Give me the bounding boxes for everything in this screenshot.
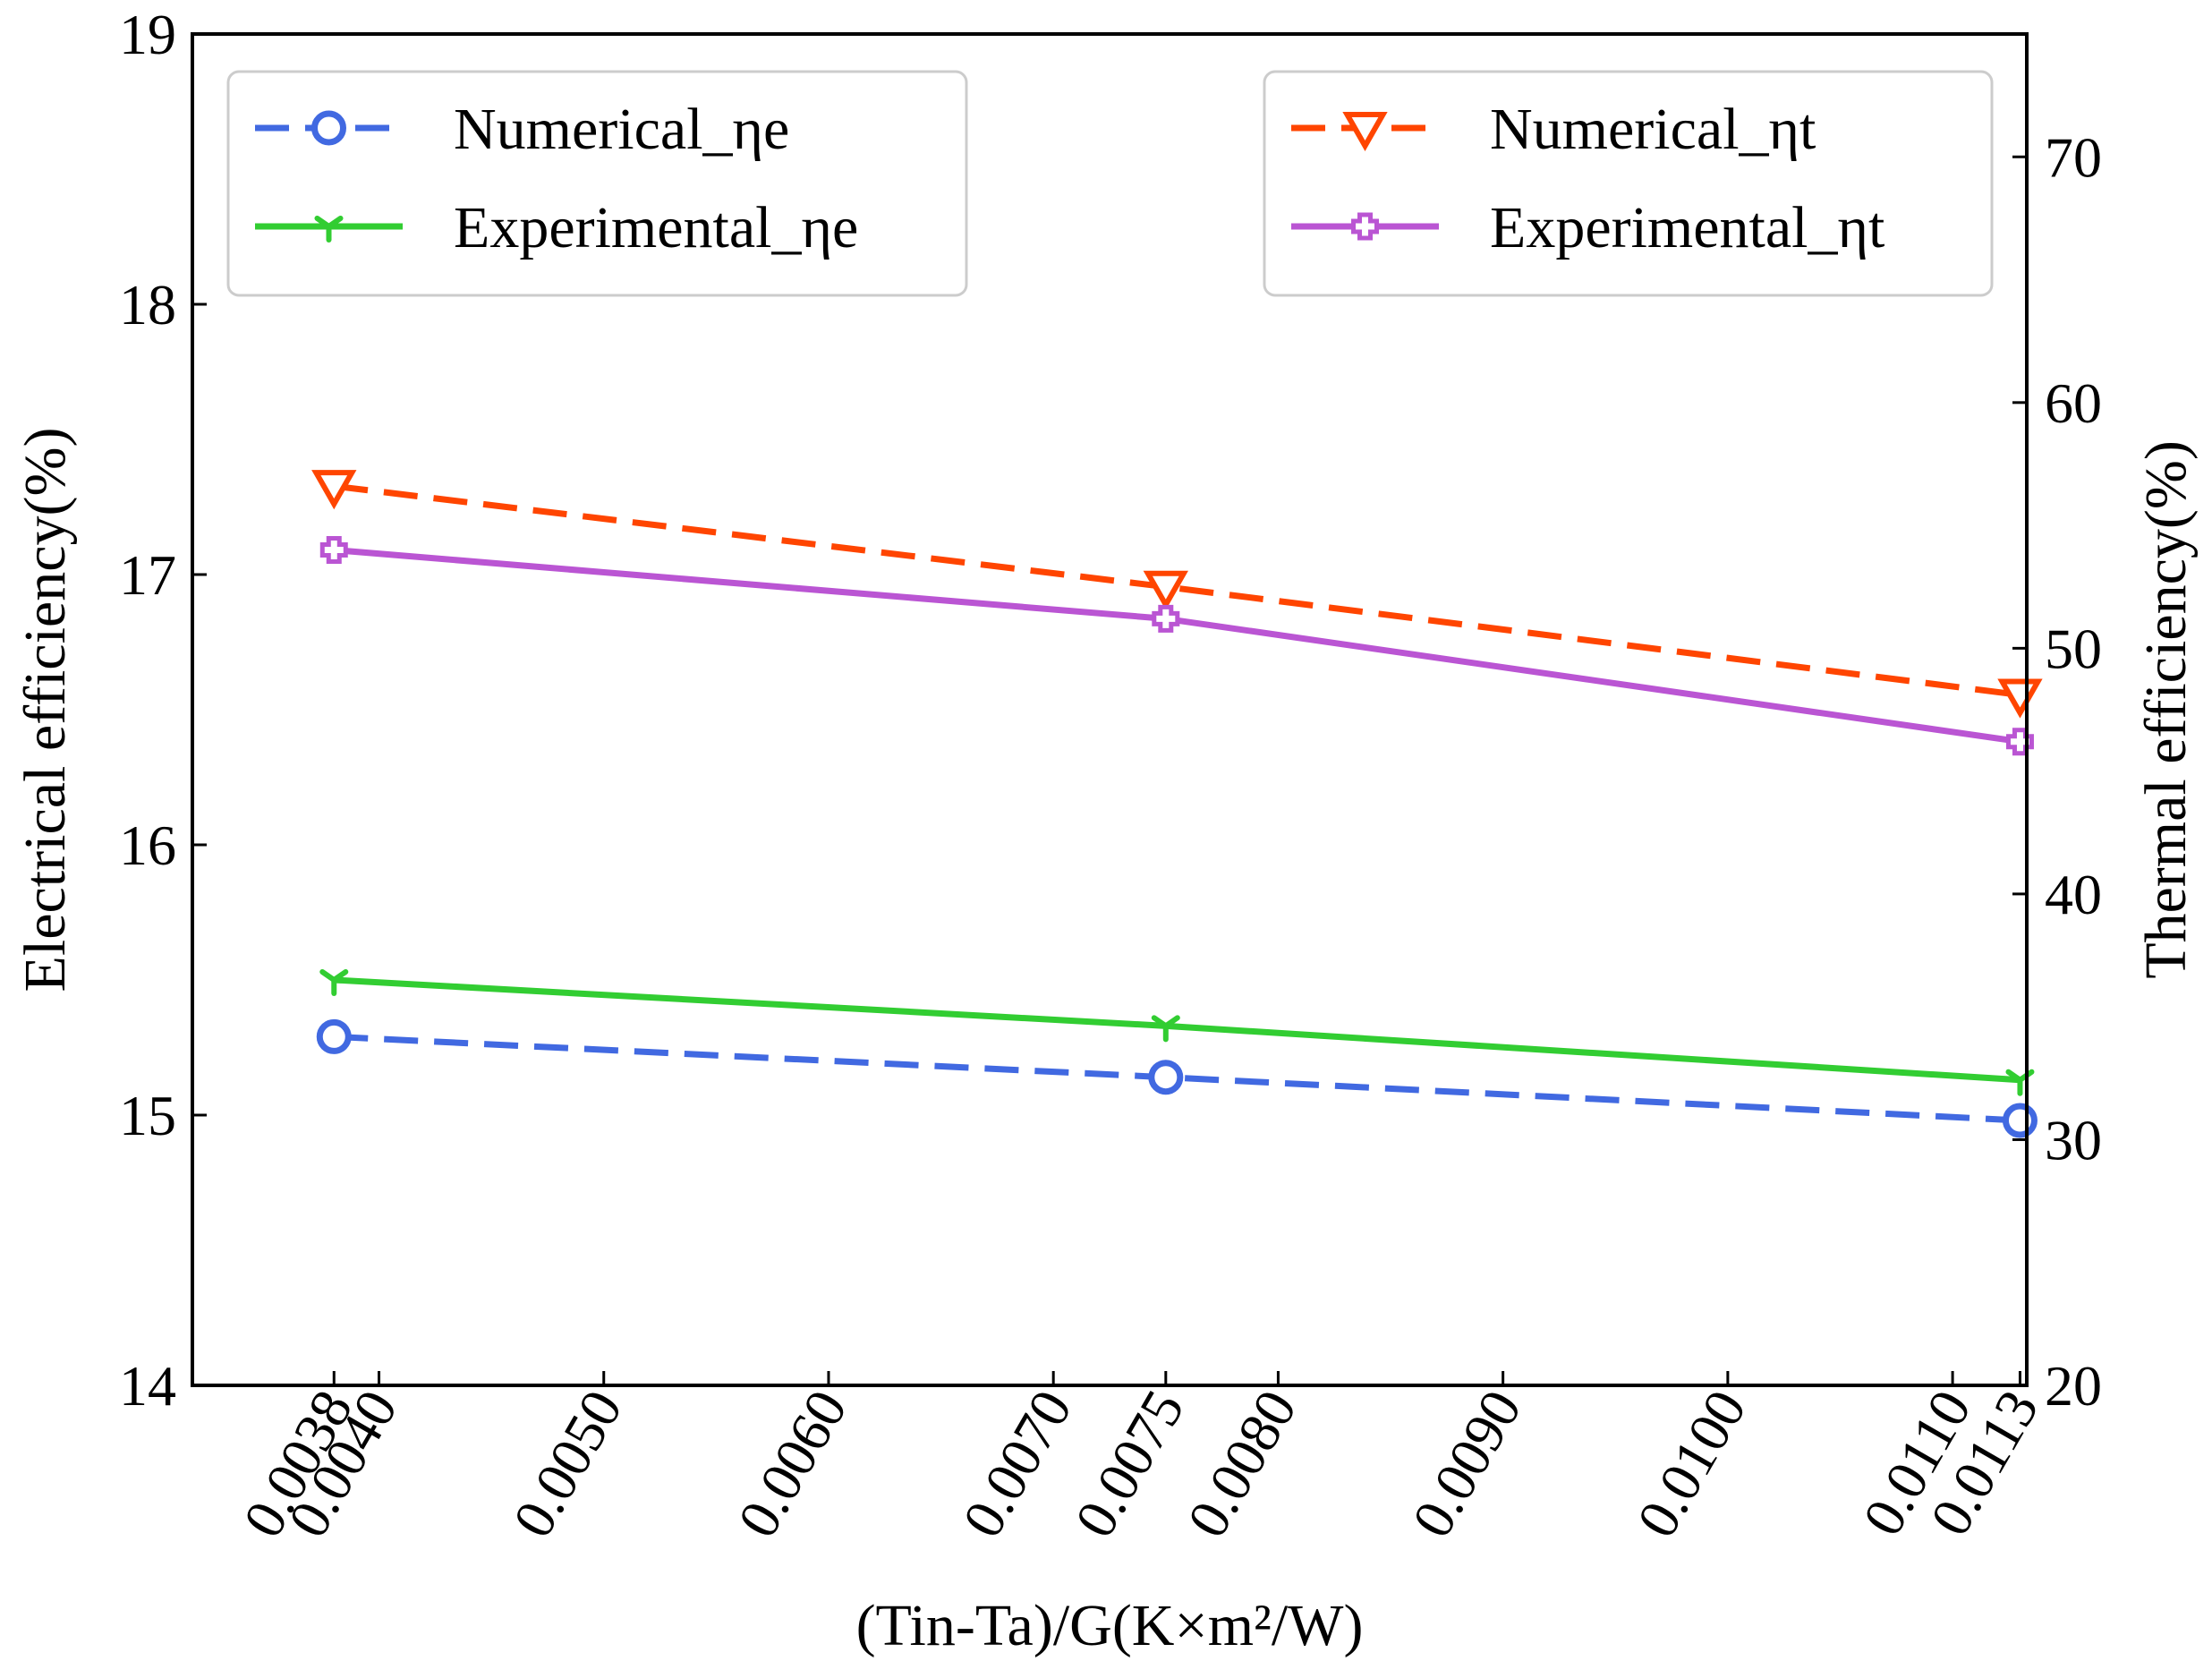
data-point	[322, 539, 345, 562]
legend-label: Numerical_ηt	[1490, 97, 1816, 162]
y-right-tick-label: 40	[2045, 863, 2102, 926]
y-right-tick-label: 30	[2045, 1108, 2102, 1171]
legend-upper-right: Numerical_ηt Experimental_ηt	[1264, 72, 1992, 295]
legend-layer: Numerical_ηe Experimental_ηe Numerical_ηt E…	[228, 72, 1992, 295]
legend-marker	[315, 114, 344, 142]
y-left-tick-label: 16	[119, 813, 176, 877]
x-tick-label: 0.0080	[1175, 1380, 1308, 1548]
data-point	[1152, 1063, 1180, 1092]
y-right-tick-label: 60	[2045, 371, 2102, 435]
chart: 1415161718192030405060700.00380.0040 0.00…	[0, 0, 2212, 1678]
series-Numerical_ηe	[319, 1022, 2034, 1135]
y-right-tick-label: 70	[2045, 125, 2102, 189]
legend-label: Numerical_ηe	[454, 97, 789, 162]
legend-label: Experimental_ηe	[454, 195, 858, 260]
x-tick-label: 0.0090	[1400, 1380, 1533, 1548]
y-left-tick-label: 17	[119, 543, 176, 607]
x-tick-label: 0.0100	[1625, 1380, 1758, 1548]
y-axis-right-label: Thermal efficiency(%)	[2133, 440, 2199, 979]
y-left-tick-label: 18	[119, 273, 176, 336]
data-point	[2005, 1106, 2034, 1135]
series-Numerical_ηt	[316, 473, 2038, 712]
data-point	[2002, 682, 2038, 713]
y-left-tick-label: 19	[119, 3, 176, 66]
y-left-tick-label: 15	[119, 1084, 176, 1147]
x-tick-label: 0.0060	[726, 1380, 859, 1548]
legend-label: Experimental_ηt	[1490, 195, 1884, 260]
y-axis-left-label: Electrical efficiency(%)	[13, 428, 78, 992]
y-left-tick-label: 14	[119, 1354, 176, 1418]
series-layer	[316, 473, 2038, 1135]
y-right-tick-label: 50	[2045, 617, 2102, 680]
data-point	[319, 1022, 348, 1051]
x-axis-label: (Tin-Ta)/G(K×m²/W)	[856, 1593, 1364, 1658]
x-tick-label: 0.0075	[1062, 1380, 1195, 1548]
data-point	[1148, 574, 1184, 605]
y-right-tick-label: 20	[2045, 1354, 2102, 1418]
series-line	[334, 486, 2020, 694]
x-tick-label: 0.0050	[500, 1380, 634, 1548]
data-point	[1154, 607, 1178, 630]
series-Experimental_ηt	[322, 539, 2031, 754]
x-tick-label: 0.0070	[950, 1380, 1084, 1548]
legend-upper-left: Numerical_ηe Experimental_ηe	[228, 72, 966, 295]
